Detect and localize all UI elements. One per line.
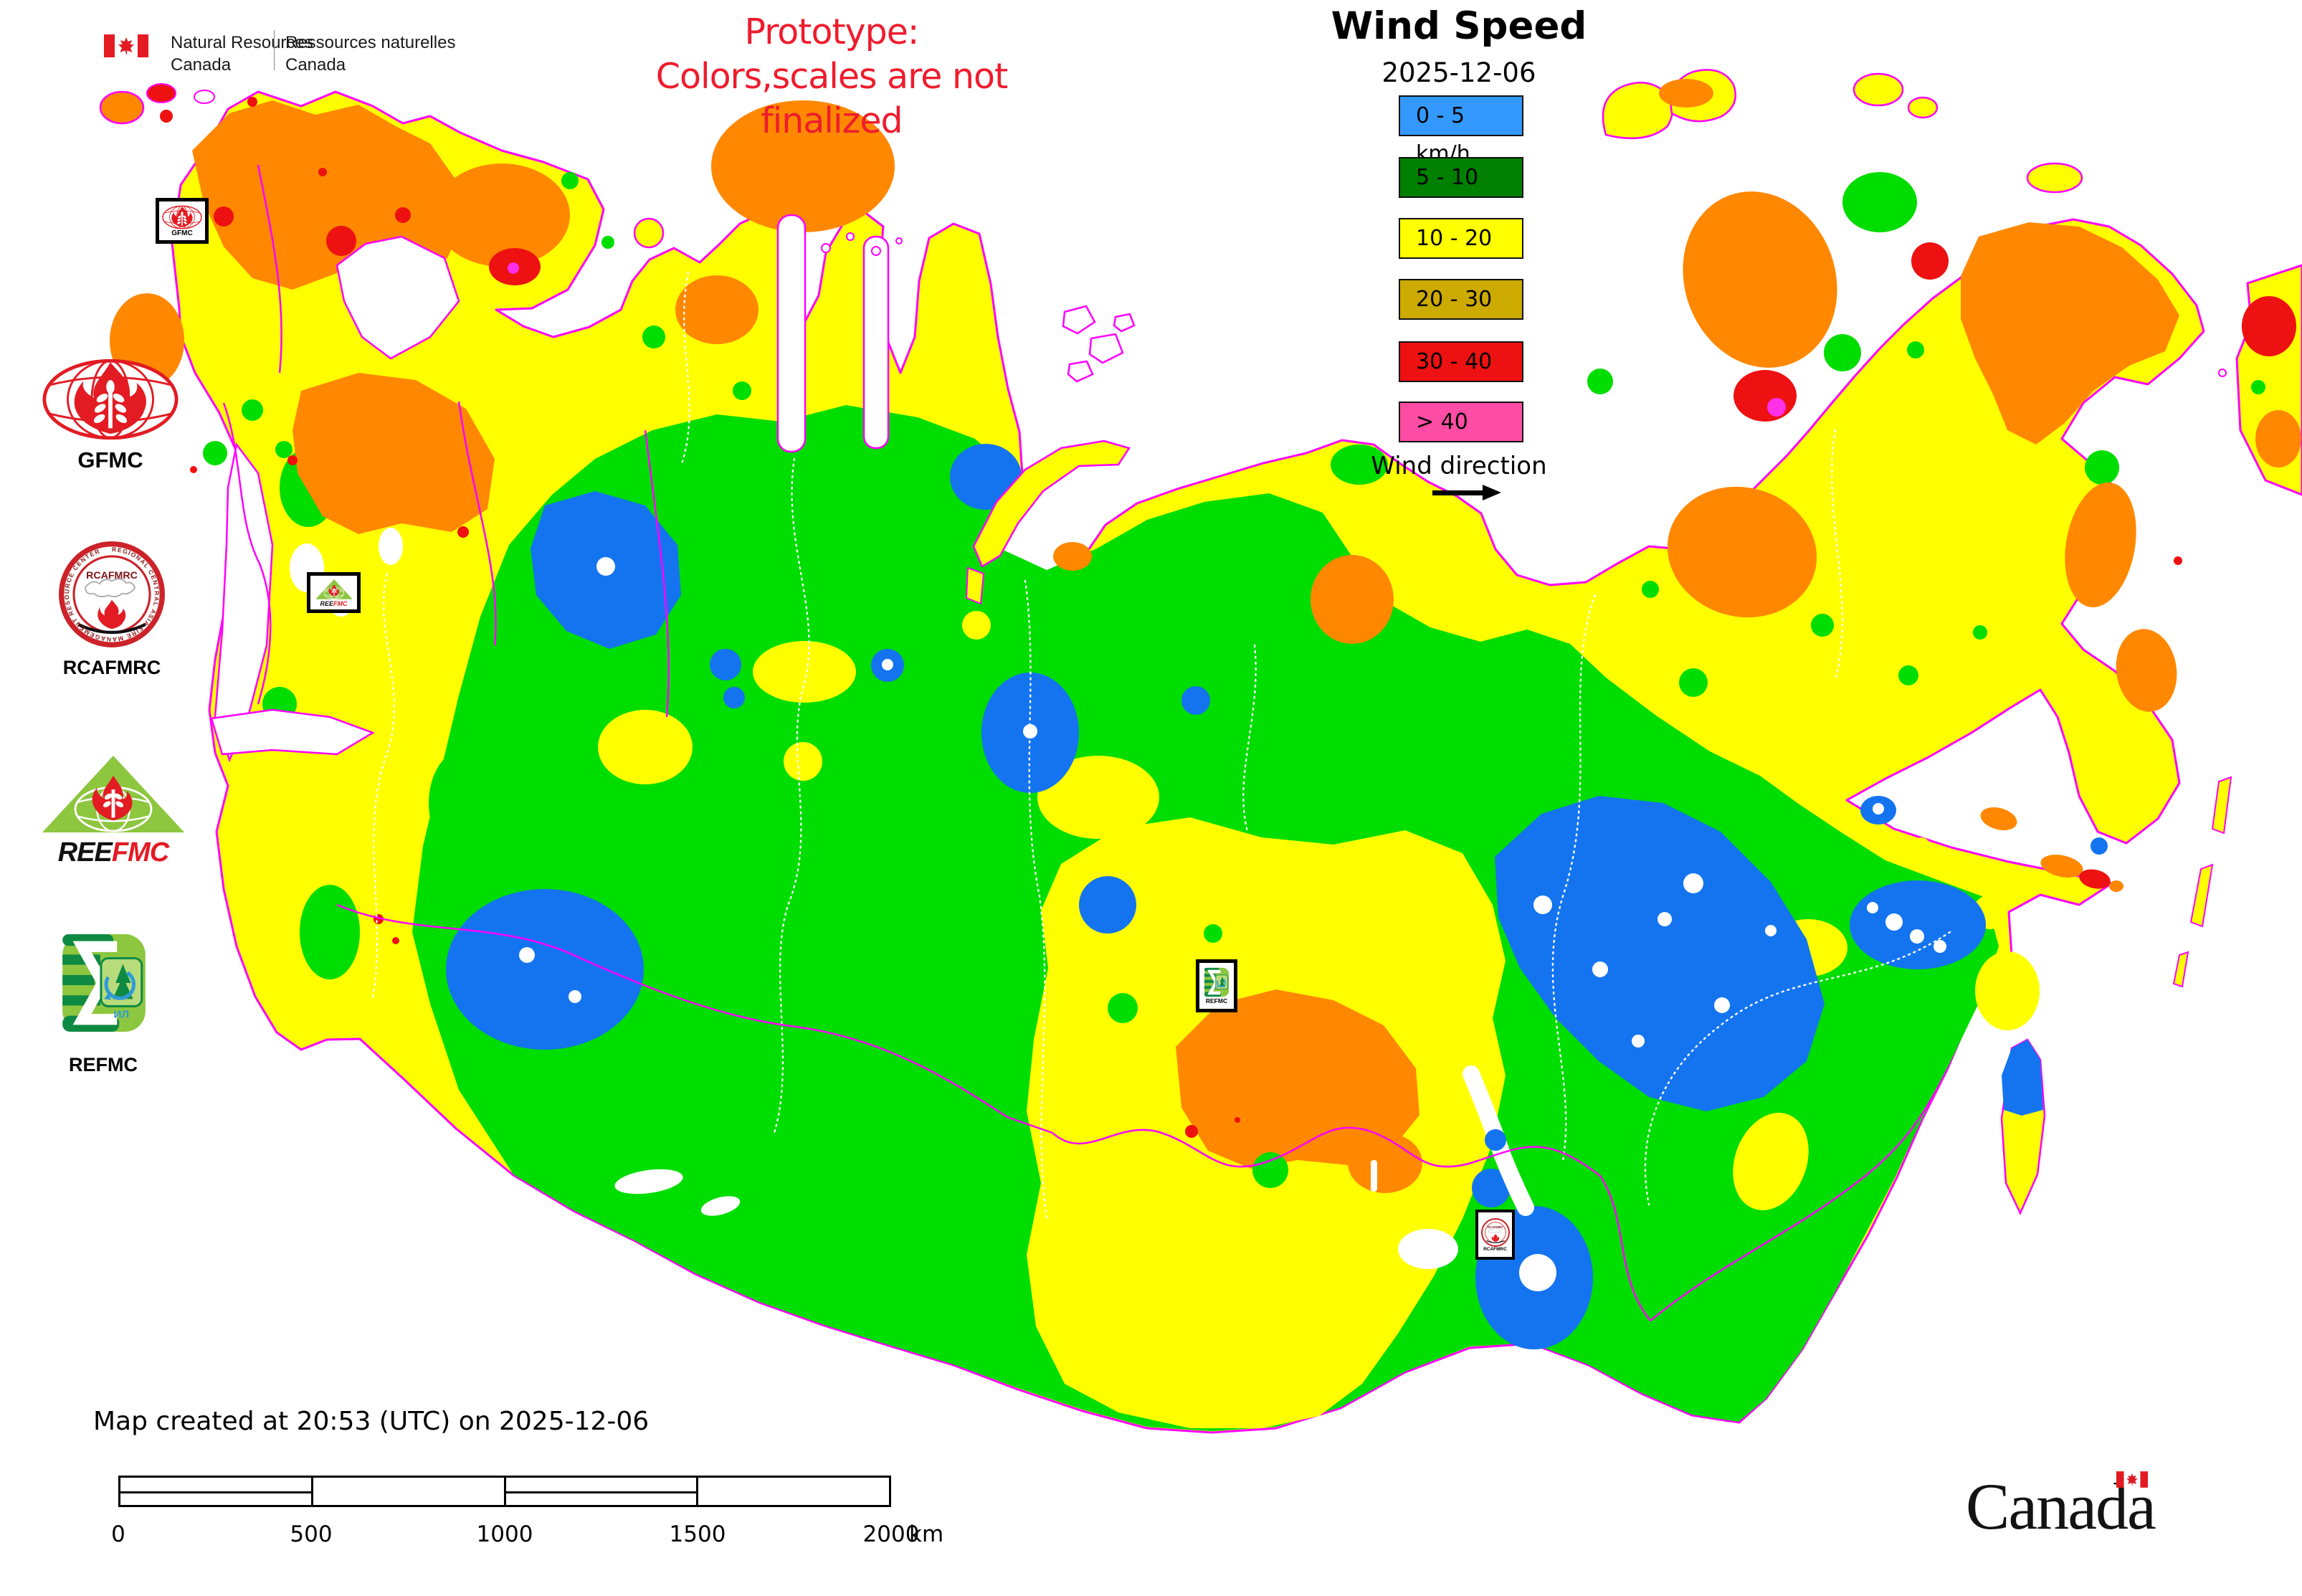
- map-borders: [222, 164, 1949, 1321]
- map-marker-refmc: REFMC: [1196, 959, 1237, 1012]
- reefmc-logo: [41, 754, 186, 834]
- rcafmrc-marker-label: RCAFMRC: [1483, 1246, 1507, 1252]
- wind-direction-arrow-icon: [1432, 485, 1504, 500]
- map-alaska: [2218, 264, 2302, 496]
- reefmc-marker-label: REEFMC: [320, 599, 348, 607]
- reefmc-marker-icon: [315, 579, 353, 599]
- rcafmrc-marker-icon: RCAFMRC: [1480, 1217, 1510, 1247]
- scale-unit: km: [909, 1521, 944, 1547]
- legend-item-10-20: 10 - 20: [1399, 218, 1523, 259]
- legend-item-30-40: 30 - 40: [1399, 341, 1523, 382]
- scale-tick-500: 500: [290, 1521, 333, 1547]
- nrcan-wordmark-fr: Ressources naturelles Canada: [285, 33, 456, 75]
- nrcan-divider: [274, 30, 275, 70]
- rcafmrc-label: RCAFMRC: [62, 657, 161, 678]
- map-region-pink: [508, 262, 1786, 417]
- map-arctic-islands: [99, 69, 2083, 605]
- scale-tick-2000: 2000: [862, 1521, 920, 1547]
- scale-bar: [118, 1476, 891, 1507]
- gfmc-logo: [42, 357, 179, 442]
- legend-item-40plus: > 40: [1399, 402, 1523, 442]
- refmc-marker-label: REFMC: [1205, 997, 1228, 1004]
- map-green-spot-orange: [1252, 1152, 1288, 1188]
- scale-tick-1000: 1000: [476, 1521, 533, 1547]
- prototype-notice-line2: Colors,scales are not finalized: [655, 56, 1008, 141]
- map-marker-reefmc: REEFMC: [307, 572, 361, 613]
- map-marker-rcafmrc: RCAFMRC RCAFMRC: [1475, 1210, 1515, 1260]
- scale-tick-0: 0: [111, 1521, 125, 1547]
- gfmc-marker-label: GFMC: [171, 229, 193, 237]
- svg-text:RCAFMRC: RCAFMRC: [86, 570, 138, 581]
- canada-wordmark-flag-icon: [2116, 1471, 2148, 1488]
- svg-text:ИЛ: ИЛ: [114, 1009, 130, 1021]
- refmc-marker-icon: [1204, 967, 1230, 997]
- gfmc-marker-icon: [162, 205, 202, 229]
- map-rivers: [371, 271, 1951, 1220]
- prototype-notice-line1: Prototype:: [744, 11, 920, 52]
- legend-item-30-40-label: 30 - 40: [1416, 349, 1493, 374]
- refmc-logo: ИЛ: [60, 932, 148, 1034]
- legend-item-40plus-label: > 40: [1416, 409, 1468, 434]
- map-region-orange: [110, 100, 2179, 1193]
- scale-tick-1500: 1500: [669, 1521, 726, 1547]
- svg-text:RCAFMRC: RCAFMRC: [1488, 1225, 1503, 1229]
- scale-bar-segment: [120, 1478, 311, 1505]
- prototype-notice: Prototype: Colors,scales are not finaliz…: [602, 10, 1061, 143]
- map-pacific-islands: [2000, 776, 2232, 1215]
- map-created-text: Map created at 20:53 (UTC) on 2025-12-06: [93, 1407, 650, 1436]
- legend-title: Wind Speed: [1331, 4, 1587, 48]
- reefmc-label: REEFMC: [57, 837, 169, 868]
- gfmc-label: GFMC: [77, 447, 143, 472]
- rcafmrc-logo: REGIONAL CENTRAL ASIA FIRE MANAGEMENT RE…: [59, 541, 165, 647]
- legend-date: 2025-12-06: [1381, 57, 1536, 88]
- scale-bar-segment: [503, 1478, 697, 1505]
- legend-item-10-20-label: 10 - 20: [1416, 226, 1493, 251]
- map-region-blue: [446, 444, 2108, 1349]
- scale-bar-segment: [696, 1478, 889, 1505]
- legend-item-20-30: 20 - 30: [1399, 279, 1523, 320]
- legend-item-0-5: 0 - 5 km/h: [1399, 95, 1523, 166]
- scale-bar-segment: [310, 1478, 504, 1505]
- legend-item-5-10-label: 5 - 10: [1416, 165, 1479, 190]
- canada-flag-icon: [104, 34, 148, 57]
- map-marker-gfmc: GFMC: [156, 198, 209, 244]
- legend-item-20-30-label: 20 - 30: [1416, 287, 1493, 312]
- nrcan-wordmark-en: Natural Resources Canada: [171, 33, 313, 75]
- wind-direction-label: Wind direction: [1371, 452, 1547, 480]
- legend-item-5-10: 5 - 10: [1399, 157, 1523, 198]
- refmc-label: REFMC: [69, 1054, 138, 1075]
